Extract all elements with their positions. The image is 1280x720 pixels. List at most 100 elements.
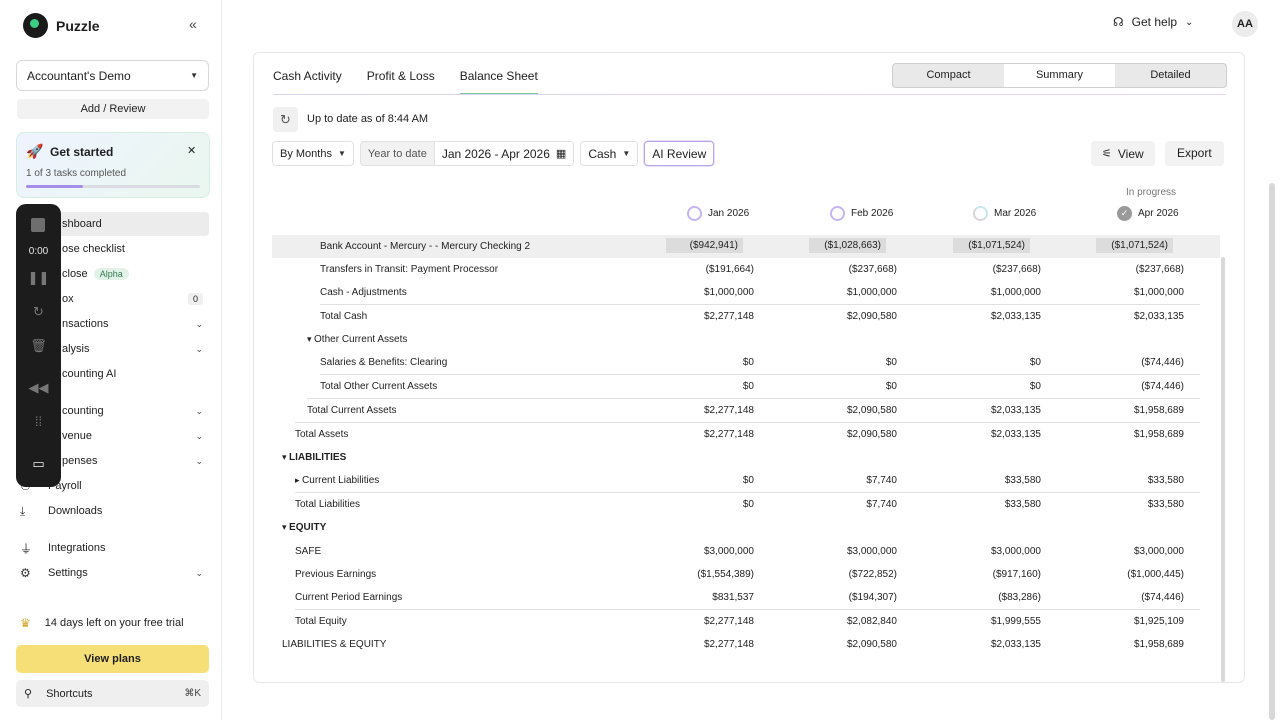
collapse-icon[interactable]: ▾ [282,522,290,532]
cell-value[interactable]: ($1,000,445) [1127,569,1184,580]
cell-value[interactable]: $1,958,689 [1133,429,1184,440]
grid-dots-icon[interactable]: ⁞⁞ [34,414,43,429]
view-summary[interactable]: Summary [1004,64,1115,87]
table-row[interactable]: Total Current Assets $2,277,148 $2,090,580… [272,398,1220,422]
table-row[interactable]: Total Other Current Assets $0 $0 $0 ($74,446… [272,374,1220,398]
cell-value[interactable]: ($83,286) [998,592,1041,603]
column-header-jan[interactable]: Jan 2026 [687,206,749,221]
table-scrollbar[interactable] [1221,257,1225,682]
cell-value[interactable]: $1,000,000 [703,287,754,298]
cell-value[interactable]: $2,090,580 [846,311,897,322]
cell-value[interactable]: $2,033,135 [990,405,1041,416]
collapse-icon[interactable]: ▾ [282,452,290,462]
cell-value[interactable]: ($1,028,663) [809,238,886,253]
cell-value[interactable]: $1,000,000 [1133,287,1184,298]
tab-balance-sheet[interactable]: Balance Sheet [459,69,538,95]
get-help-button[interactable]: ☊ Get help ⌄ [1113,15,1193,29]
stop-recording-icon[interactable] [31,218,45,232]
sidebar-item-analysis[interactable]: alysis ⌄ [17,337,209,361]
cell-value[interactable]: $2,033,135 [990,639,1041,650]
avatar[interactable]: AA [1232,11,1258,37]
cell-value[interactable]: $2,277,148 [703,311,754,322]
restart-icon[interactable]: ↻ [33,304,44,319]
cell-value[interactable]: ($194,307) [848,592,897,603]
close-icon[interactable]: ✕ [187,145,197,157]
collapse-sidebar-icon[interactable]: « [189,16,197,32]
table-row[interactable]: Total Equity $2,277,148 $2,082,840 $1,999,5… [272,609,1220,633]
sidebar-item-accounting[interactable]: counting ⌄ [17,399,209,423]
sidebar-item-integrations[interactable]: ⏚ Integrations [17,536,209,560]
cell-value[interactable]: $33,580 [1147,499,1184,510]
expand-icon[interactable]: ▸ [295,475,303,485]
cell-value[interactable]: $2,033,135 [990,429,1041,440]
tab-profit-loss[interactable]: Profit & Loss [366,69,435,83]
rewind-icon[interactable]: ◀◀ [28,380,49,395]
cell-value[interactable]: $2,277,148 [703,429,754,440]
cell-value[interactable]: ($1,071,524) [1096,238,1173,253]
date-range-picker[interactable]: Jan 2026 - Apr 2026 ▦ [433,141,575,166]
sidebar-item-inbox[interactable]: ox 0 [17,287,209,311]
sidebar-item-settings[interactable]: ⚙ Settings ⌄ [17,561,209,585]
export-button[interactable]: Export [1165,141,1224,166]
table-row[interactable]: Bank Account - Mercury - - Mercury Check… [272,235,1220,258]
cell-value[interactable]: $33,580 [1147,475,1184,486]
view-compact[interactable]: Compact [926,69,971,81]
view-button[interactable]: ⚟ View [1091,141,1155,166]
table-row[interactable]: ▾ LIABILITIES [272,446,1220,469]
sidebar-item-revenue[interactable]: venue ⌄ [17,424,209,448]
period-select[interactable]: By Months ▼ [272,141,354,166]
table-row[interactable]: ▾ Other Current Assets [272,328,1220,351]
sidebar-item-accounting-ai[interactable]: counting AI [17,362,209,386]
ai-review-button[interactable]: AI Review [644,141,715,166]
table-row[interactable]: Total Cash $2,277,148 $2,090,580 $2,033,135… [272,304,1220,328]
sidebar-item-expenses[interactable]: penses ⌄ [17,449,209,473]
cell-value[interactable]: ($237,668) [848,264,897,275]
cell-value[interactable]: ($74,446) [1141,592,1184,603]
cell-value[interactable]: $2,082,840 [846,616,897,627]
cell-value[interactable]: $1,925,109 [1133,616,1184,627]
cell-value[interactable]: $2,033,135 [1133,311,1184,322]
cell-value[interactable]: $0 [885,381,897,392]
cell-value[interactable]: ($237,668) [992,264,1041,275]
trash-icon[interactable]: 🗑 [30,338,47,353]
sidebar-item-close-checklist[interactable]: ose checklist [17,237,209,261]
sidebar-item-close[interactable]: close Alpha [17,262,209,286]
table-row[interactable]: ▾ EQUITY [272,516,1220,539]
column-header-apr[interactable]: ✓ Apr 2026 [1117,206,1179,221]
cell-value[interactable]: $1,000,000 [846,287,897,298]
cell-value[interactable]: $0 [742,475,754,486]
cell-value[interactable]: $2,033,135 [990,311,1041,322]
app-logo[interactable]: Puzzle [23,13,100,38]
sidebar-item-transactions[interactable]: nsactions ⌄ [17,312,209,336]
cell-value[interactable]: $3,000,000 [1133,546,1184,557]
cell-value[interactable]: $1,999,555 [990,616,1041,627]
cell-value[interactable]: $831,537 [712,592,754,603]
cell-value[interactable]: ($237,668) [1135,264,1184,275]
cell-value[interactable]: $2,277,148 [703,405,754,416]
view-plans-button[interactable]: View plans [16,645,209,673]
cell-value[interactable]: $0 [742,381,754,392]
view-detailed[interactable]: Detailed [1150,69,1191,81]
table-row[interactable]: Previous Earnings ($1,554,389) ($722,852) (… [272,563,1220,586]
table-row[interactable]: ▸ Current Liabilities $0 $7,740 $33,580 $33,… [272,469,1220,492]
cell-value[interactable]: $3,000,000 [846,546,897,557]
column-header-mar[interactable]: Mar 2026 [973,206,1036,221]
cell-value[interactable]: $2,277,148 [703,639,754,650]
table-row[interactable]: LIABILITIES & EQUITY $2,277,148 $2,090,580… [272,633,1220,656]
cell-value[interactable]: ($191,664) [705,264,754,275]
cell-value[interactable]: ($1,071,524) [953,238,1030,253]
cell-value[interactable]: $2,277,148 [703,616,754,627]
cell-value[interactable]: $2,090,580 [846,429,897,440]
cell-value[interactable]: $1,958,689 [1133,405,1184,416]
cell-value[interactable]: $3,000,000 [703,546,754,557]
cell-value[interactable]: $3,000,000 [990,546,1041,557]
pause-icon[interactable]: ❚❚ [27,270,50,285]
account-select[interactable]: Accountant's Demo ▼ [16,60,209,91]
table-row[interactable]: Current Period Earnings $831,537 ($194,307… [272,586,1220,609]
cell-value[interactable]: $33,580 [1004,475,1041,486]
year-to-date-button[interactable]: Year to date [359,141,434,166]
cell-value[interactable]: ($74,446) [1141,357,1184,368]
table-row[interactable]: Transfers in Transit: Payment Processor (… [272,258,1220,281]
cell-value[interactable]: $1,000,000 [990,287,1041,298]
sidebar-item-downloads[interactable]: ⤓ Downloads [17,499,209,523]
